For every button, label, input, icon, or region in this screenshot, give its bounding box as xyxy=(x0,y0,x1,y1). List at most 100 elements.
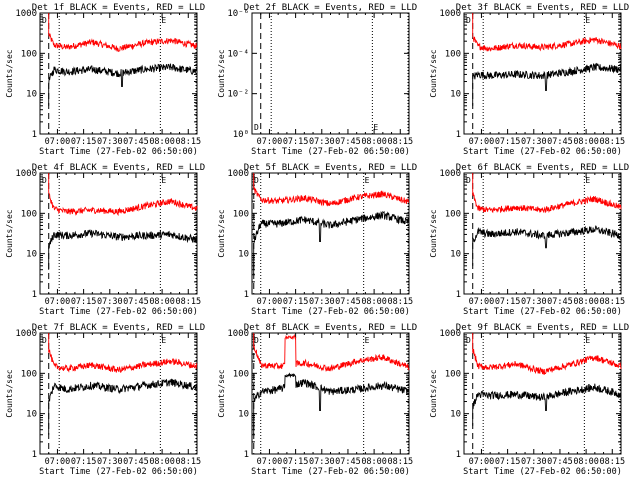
x-axis-label: Start Time (27-Feb-02 06:50:00) xyxy=(463,467,622,477)
panel-title: Det 7f BLACK = Events, RED = LLD xyxy=(32,323,205,333)
lld-series-line xyxy=(48,333,198,373)
lld-series-line xyxy=(48,13,198,53)
x-tick-label: 07:30 xyxy=(97,297,123,307)
x-tick-label: 07:15 xyxy=(71,297,97,307)
x-tick-label: 07:30 xyxy=(97,137,123,147)
y-tick-label: 10 xyxy=(26,90,37,100)
plot-frame xyxy=(39,332,198,455)
corner-marker-left: D xyxy=(466,16,471,25)
x-axis-label: Start Time (27-Feb-02 06:50:00) xyxy=(39,467,198,477)
x-tick-label: 07:30 xyxy=(521,137,547,147)
corner-marker-left: D xyxy=(254,176,259,185)
y-tick-label: 10⁰ xyxy=(233,130,249,140)
y-tick-label: 1 xyxy=(244,450,249,460)
x-tick-label: 08:00 xyxy=(573,297,599,307)
lld-series-line xyxy=(253,173,410,207)
x-tick-label: 07:15 xyxy=(71,137,97,147)
y-tick-label: 10 xyxy=(238,410,249,420)
corner-marker-right: E xyxy=(161,336,166,345)
panel-det-4: Det 4f BLACK = Events, RED = LLD 1 10 100 10… xyxy=(5,163,205,317)
lld-series-line xyxy=(472,333,622,376)
y-axis-label: Counts/sec xyxy=(217,209,226,257)
corner-marker-right: E xyxy=(373,123,378,132)
x-tick-label: 07:00 xyxy=(257,137,283,147)
y-tick-label: 1000 xyxy=(439,329,461,339)
corner-marker-left: D xyxy=(42,336,47,345)
x-tick-label: 08:15 xyxy=(175,297,201,307)
y-tick-label: 1 xyxy=(456,450,461,460)
panel-det-2: Det 2f BLACK = Events, RED = LLD 10⁰ 10⁻² 1… xyxy=(217,3,417,157)
x-tick-label: 07:45 xyxy=(335,137,361,147)
events-series-line xyxy=(48,229,198,270)
lld-series-line xyxy=(472,13,622,52)
events-series-line xyxy=(48,63,198,106)
x-tick-label: 07:15 xyxy=(495,297,521,307)
y-tick-label: 10⁻⁴ xyxy=(227,49,249,59)
events-series-line xyxy=(253,372,410,435)
y-tick-label: 100 xyxy=(445,369,461,379)
x-tick-label: 08:00 xyxy=(149,137,175,147)
corner-marker-left: D xyxy=(42,176,47,185)
y-tick-label: 10 xyxy=(26,250,37,260)
plot-frame xyxy=(463,332,622,455)
x-tick-label: 07:00 xyxy=(257,457,283,467)
events-series-line xyxy=(48,378,198,435)
x-tick-label: 08:15 xyxy=(599,137,625,147)
x-tick-label: 07:15 xyxy=(495,137,521,147)
y-tick-label: 10 xyxy=(450,90,461,100)
panel-det-1: Det 1f BLACK = Events, RED = LLD 1 10 100 10… xyxy=(5,3,205,157)
panel-det-3: Det 3f BLACK = Events, RED = LLD 1 10 100 10… xyxy=(429,3,629,157)
panel-title: Det 5f BLACK = Events, RED = LLD xyxy=(244,163,417,173)
corner-marker-left: D xyxy=(254,123,259,132)
x-axis-label: Start Time (27-Feb-02 06:50:00) xyxy=(39,147,198,157)
x-tick-label: 08:15 xyxy=(387,297,413,307)
lld-series-line xyxy=(48,173,198,217)
y-axis-label: Counts/sec xyxy=(217,369,226,417)
y-axis-label: Counts/sec xyxy=(429,49,438,97)
x-tick-label: 07:45 xyxy=(335,457,361,467)
panel-title: Det 3f BLACK = Events, RED = LLD xyxy=(456,3,629,13)
x-tick-label: 07:00 xyxy=(257,297,283,307)
y-axis-label: Counts/sec xyxy=(5,209,14,257)
panel-det-8: Det 8f BLACK = Events, RED = LLD 1 10 100 10… xyxy=(217,323,417,477)
x-axis-label: Start Time (27-Feb-02 06:50:00) xyxy=(463,307,622,317)
x-tick-label: 07:45 xyxy=(547,137,573,147)
y-axis-label: Counts/sec xyxy=(429,369,438,417)
x-tick-label: 08:00 xyxy=(573,457,599,467)
events-series-line xyxy=(253,210,410,275)
x-tick-label: 07:00 xyxy=(469,137,495,147)
y-tick-label: 100 xyxy=(445,49,461,59)
y-tick-label: 1000 xyxy=(15,9,37,19)
corner-marker-left: D xyxy=(42,16,47,25)
x-tick-label: 07:30 xyxy=(309,297,335,307)
panel-title: Det 2f BLACK = Events, RED = LLD xyxy=(244,3,417,13)
y-tick-label: 1000 xyxy=(227,329,249,339)
plot-frame xyxy=(251,172,410,295)
y-tick-label: 1000 xyxy=(439,9,461,19)
panel-title: Det 6f BLACK = Events, RED = LLD xyxy=(456,163,629,173)
y-axis-label: Counts/sec xyxy=(5,49,14,97)
y-tick-label: 1 xyxy=(456,290,461,300)
x-tick-label: 07:45 xyxy=(123,137,149,147)
x-tick-label: 08:15 xyxy=(387,457,413,467)
x-tick-label: 08:15 xyxy=(387,137,413,147)
y-tick-label: 10 xyxy=(450,250,461,260)
x-tick-label: 07:45 xyxy=(547,297,573,307)
corner-marker-right: E xyxy=(161,176,166,185)
lld-series-line xyxy=(472,173,622,214)
plot-frame xyxy=(251,12,410,135)
y-tick-label: 1000 xyxy=(15,169,37,179)
x-tick-label: 07:00 xyxy=(45,297,71,307)
y-axis-label: Counts/sec xyxy=(5,369,14,417)
panel-det-5: Det 5f BLACK = Events, RED = LLD 1 10 100 10… xyxy=(217,163,417,317)
x-tick-label: 07:15 xyxy=(283,457,309,467)
x-tick-label: 07:45 xyxy=(547,457,573,467)
panel-det-7: Det 7f BLACK = Events, RED = LLD 1 10 100 10… xyxy=(5,323,205,477)
y-tick-label: 1 xyxy=(32,130,37,140)
x-tick-label: 08:00 xyxy=(361,297,387,307)
x-tick-label: 07:45 xyxy=(123,457,149,467)
corner-marker-right: E xyxy=(585,176,590,185)
corner-marker-right: E xyxy=(161,16,166,25)
x-tick-label: 08:15 xyxy=(599,457,625,467)
y-tick-label: 100 xyxy=(233,209,249,219)
